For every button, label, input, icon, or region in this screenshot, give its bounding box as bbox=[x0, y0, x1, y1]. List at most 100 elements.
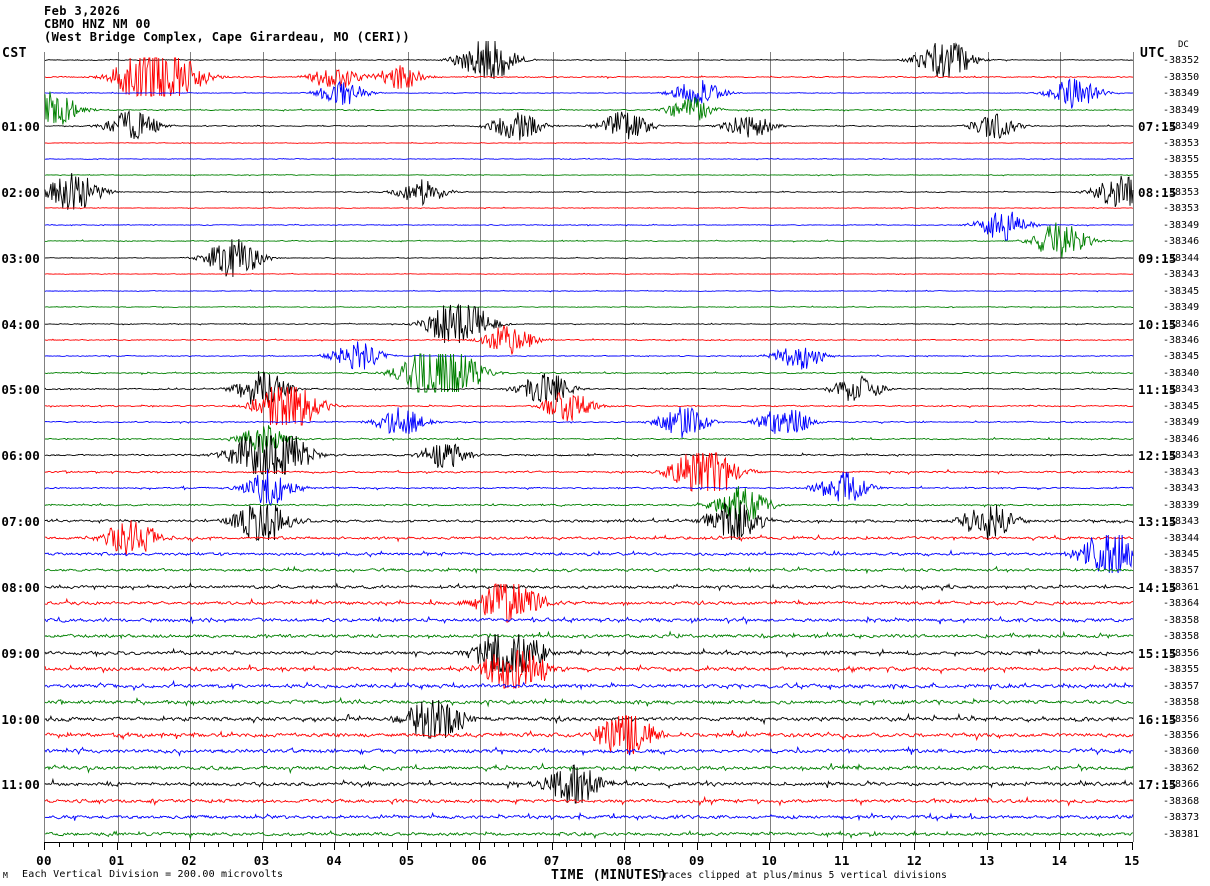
x-tick-15 bbox=[1132, 843, 1133, 850]
trace-row-32 bbox=[44, 567, 1134, 607]
dc-value-34: -38358 bbox=[1163, 614, 1200, 626]
x-minor-tick bbox=[1117, 843, 1119, 847]
x-minor-tick bbox=[508, 843, 510, 847]
trace-row-13 bbox=[44, 254, 1134, 294]
trace-row-19 bbox=[44, 353, 1134, 393]
dc-value-24: -38343 bbox=[1163, 450, 1200, 462]
grid-line-minute-9 bbox=[697, 52, 699, 842]
dc-value-15: -38349 bbox=[1163, 302, 1200, 314]
x-minor-tick bbox=[638, 843, 640, 847]
x-minor-tick bbox=[1102, 843, 1104, 847]
x-tick-label-00: 00 bbox=[36, 853, 52, 868]
dc-value-14: -38345 bbox=[1163, 285, 1200, 297]
trace-row-24 bbox=[44, 435, 1134, 475]
utc-hour-label-0715: 07:15 bbox=[1138, 119, 1177, 135]
x-minor-tick bbox=[856, 843, 858, 847]
x-minor-tick bbox=[232, 843, 234, 847]
dc-value-45: -38368 bbox=[1163, 795, 1200, 807]
x-minor-tick bbox=[131, 843, 133, 847]
cst-hour-label-0300: 03:00 bbox=[1, 250, 40, 266]
dc-value-41: -38356 bbox=[1163, 730, 1200, 742]
clip-note: Traces clipped at plus/minus 5 vertical … bbox=[657, 870, 948, 881]
grid-line-minute-2 bbox=[190, 52, 192, 842]
utc-axis-label: UTC bbox=[1140, 46, 1165, 61]
x-minor-tick bbox=[73, 843, 74, 847]
dc-column-label: DC bbox=[1178, 40, 1189, 50]
trace-row-17 bbox=[44, 320, 1133, 360]
dc-value-39: -38358 bbox=[1163, 697, 1200, 709]
helicorder-plot[interactable] bbox=[44, 41, 1134, 842]
utc-hour-label-1015: 10:15 bbox=[1138, 316, 1177, 332]
x-minor-tick bbox=[160, 843, 162, 847]
x-minor-tick bbox=[464, 843, 466, 847]
x-minor-tick bbox=[711, 843, 713, 847]
dc-value-21: -38345 bbox=[1163, 400, 1200, 412]
utc-hour-label-1515: 15:15 bbox=[1138, 645, 1177, 661]
seismic-traces bbox=[44, 41, 1134, 842]
dc-value-22: -38349 bbox=[1163, 417, 1200, 429]
utc-hour-label-1315: 13:15 bbox=[1138, 514, 1177, 530]
dc-value-1: -38350 bbox=[1163, 71, 1200, 83]
dc-value-5: -38353 bbox=[1163, 137, 1200, 149]
dc-value-43: -38362 bbox=[1163, 762, 1200, 774]
cst-hour-label-0500: 05:00 bbox=[1, 382, 40, 398]
dc-value-35: -38358 bbox=[1163, 631, 1200, 643]
x-minor-tick bbox=[203, 843, 205, 847]
x-minor-tick bbox=[276, 843, 278, 847]
x-minor-tick bbox=[102, 843, 104, 847]
trace-row-5 bbox=[45, 123, 1134, 163]
cst-hour-label-0100: 01:00 bbox=[1, 119, 40, 135]
dc-value-32: -38361 bbox=[1163, 581, 1200, 593]
dc-value-20: -38343 bbox=[1163, 384, 1200, 396]
trace-row-37 bbox=[44, 649, 1134, 689]
trace-row-33 bbox=[44, 583, 1134, 623]
x-tick-03 bbox=[261, 843, 263, 850]
vertical-division-note: Each Vertical Division = 200.00 microvol… bbox=[22, 869, 284, 880]
x-tick-label-15: 15 bbox=[1124, 853, 1140, 868]
cst-hour-label-0600: 06:00 bbox=[1, 448, 40, 464]
trace-row-16 bbox=[44, 302, 1134, 344]
trace-row-27 bbox=[44, 485, 1134, 525]
x-tick-label-02: 02 bbox=[181, 853, 197, 868]
x-tick-label-13: 13 bbox=[979, 853, 995, 868]
dc-value-25: -38343 bbox=[1163, 466, 1200, 478]
x-minor-tick bbox=[319, 843, 321, 847]
trace-row-9 bbox=[44, 188, 1134, 228]
dc-value-26: -38343 bbox=[1163, 483, 1200, 495]
dc-value-46: -38373 bbox=[1163, 812, 1200, 824]
utc-hour-label-1415: 14:15 bbox=[1138, 579, 1177, 595]
dc-value-44: -38366 bbox=[1163, 779, 1200, 791]
x-tick-06 bbox=[479, 843, 481, 850]
trace-row-47 bbox=[44, 814, 1133, 854]
x-minor-tick bbox=[740, 843, 742, 847]
x-minor-tick bbox=[943, 843, 945, 847]
trace-row-28 bbox=[45, 501, 1134, 542]
dc-value-37: -38355 bbox=[1163, 664, 1200, 676]
x-tick-label-11: 11 bbox=[834, 853, 850, 868]
grid-line-minute-12 bbox=[915, 52, 917, 842]
utc-hour-label-1215: 12:15 bbox=[1138, 448, 1177, 464]
x-minor-tick bbox=[1044, 843, 1046, 847]
x-minor-tick bbox=[421, 843, 423, 847]
trace-row-36 bbox=[44, 633, 1134, 673]
dc-value-13: -38343 bbox=[1163, 269, 1200, 281]
x-minor-tick bbox=[682, 843, 684, 847]
x-minor-tick bbox=[247, 843, 249, 847]
cst-axis-label: CST bbox=[2, 46, 27, 61]
dc-value-31: -38357 bbox=[1163, 565, 1200, 577]
x-tick-10 bbox=[769, 843, 771, 850]
grid-line-minute-7 bbox=[552, 52, 554, 842]
x-tick-13 bbox=[986, 843, 988, 850]
dc-value-17: -38346 bbox=[1163, 335, 1200, 347]
x-axis-title: TIME (MINUTES) bbox=[551, 868, 668, 883]
x-minor-tick bbox=[305, 843, 307, 847]
dc-value-47: -38381 bbox=[1163, 828, 1200, 840]
grid-line-minute-13 bbox=[987, 52, 989, 842]
trace-row-25 bbox=[44, 452, 1134, 492]
dc-value-3: -38349 bbox=[1163, 104, 1200, 116]
grid-line-minute-14 bbox=[1060, 52, 1062, 842]
trace-row-20 bbox=[44, 369, 1134, 409]
cst-hour-label-0700: 07:00 bbox=[1, 514, 40, 530]
cst-hour-label-0900: 09:00 bbox=[1, 645, 40, 661]
trace-row-10 bbox=[44, 205, 1134, 245]
